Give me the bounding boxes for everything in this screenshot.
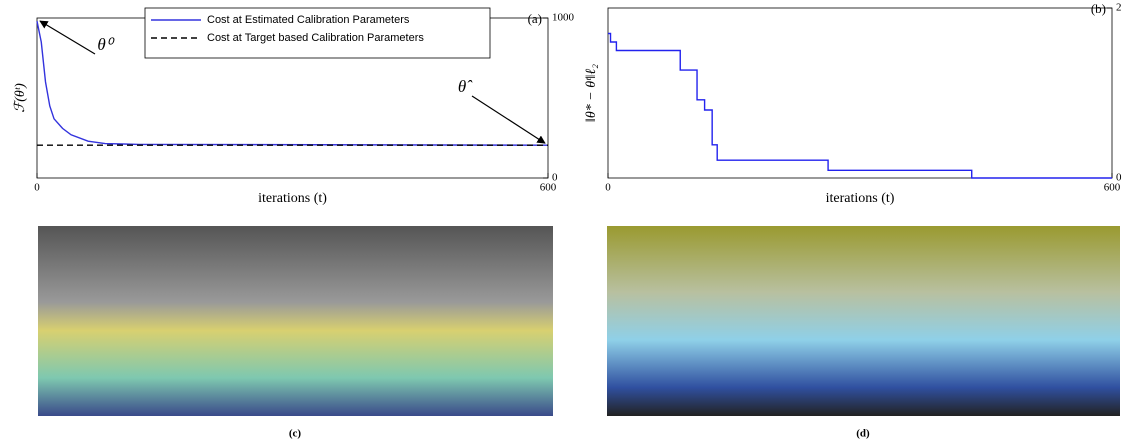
data-line bbox=[36, 21, 549, 146]
annotation: θ̂ bbox=[458, 77, 473, 96]
annotation-arrow bbox=[39, 20, 96, 55]
photo bbox=[38, 226, 553, 416]
photo bbox=[607, 226, 1120, 416]
panel-label: (b) bbox=[1091, 1, 1106, 16]
panel-caption: (d) bbox=[856, 428, 870, 440]
annotation: θ⁰ bbox=[97, 35, 114, 54]
panel-caption: (c) bbox=[289, 428, 302, 440]
y-tick-label: 0 bbox=[552, 172, 558, 184]
y-tick-label: 0 bbox=[1116, 172, 1122, 184]
x-axis-label: iterations (t) bbox=[258, 191, 327, 206]
legend-box bbox=[144, 7, 491, 59]
plot-frame bbox=[607, 7, 1113, 179]
y-tick-label: 2 bbox=[1116, 2, 1122, 14]
annotation-arrow bbox=[471, 95, 546, 144]
x-tick-label: 600 bbox=[1104, 182, 1121, 194]
x-tick-label: 0 bbox=[605, 182, 611, 194]
panel-label: (a) bbox=[528, 11, 542, 26]
y-axis-label: ‖θ* − θᵗ‖ℓ₂ bbox=[584, 64, 599, 122]
x-tick-label: 600 bbox=[540, 182, 557, 194]
y-tick-label: 1000 bbox=[552, 12, 575, 24]
data-line bbox=[608, 32, 1112, 179]
legend-label: Cost at Estimated Calibration Parameters bbox=[207, 14, 410, 26]
y-axis-label: ℱ(θᵗ) bbox=[13, 83, 28, 113]
x-tick-label: 0 bbox=[34, 182, 40, 194]
x-axis-label: iterations (t) bbox=[826, 191, 895, 206]
legend-label: Cost at Target based Calibration Paramet… bbox=[207, 32, 424, 44]
